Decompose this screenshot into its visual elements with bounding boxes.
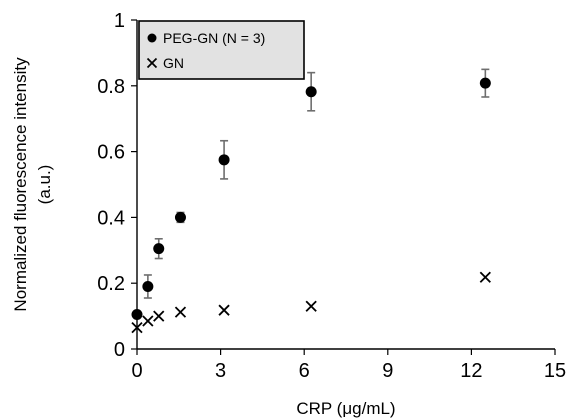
legend-entry-gn: GN <box>163 55 184 71</box>
peg-gn-data-point <box>142 280 154 292</box>
y-tick-label: 1 <box>114 10 125 32</box>
y-axis-title-line-1: Normalized fluorescence intensity <box>11 57 30 312</box>
y-axis-title-line-2: (a.u.) <box>35 165 54 205</box>
x-tick-label: 15 <box>544 360 566 382</box>
x-tick-label: 0 <box>131 360 142 382</box>
cross-stroke <box>131 321 143 334</box>
cross-stroke <box>479 271 491 283</box>
legend-box <box>138 20 305 80</box>
gn-data-point <box>479 271 491 283</box>
y-tick-label: 0.4 <box>97 207 125 229</box>
cross-stroke <box>174 306 187 318</box>
gn-data-point <box>174 306 187 318</box>
legend: PEG-GN (N = 3) GN <box>138 20 305 80</box>
gn-data-point <box>131 321 143 334</box>
axes <box>136 20 555 350</box>
peg-gn-data-point <box>218 154 230 166</box>
y-tick-label: 0.6 <box>97 142 125 164</box>
x-axis-title: CRP (μg/mL) <box>296 399 395 418</box>
gn-data-point <box>218 304 230 316</box>
peg-gn-data-point <box>479 77 491 89</box>
ticks: 0 3 6 9 12 15 0 0.2 0.4 0.6 0.8 1 <box>97 10 566 382</box>
cross-stroke <box>146 57 158 69</box>
legend-entry-peg-gn: PEG-GN (N = 3) <box>163 30 265 46</box>
gn-data-point <box>153 310 165 322</box>
peg-gn-data-point <box>305 86 317 98</box>
gn-data-point <box>305 300 317 312</box>
y-tick-label: 0.8 <box>97 76 125 98</box>
y-tick-label: 0.2 <box>97 273 125 295</box>
cross-stroke <box>218 304 230 316</box>
peg-gn-data-point <box>131 308 143 320</box>
x-tick-label: 6 <box>299 360 310 382</box>
cross-stroke <box>142 315 154 327</box>
data-points <box>131 77 491 334</box>
cross-stroke <box>305 300 317 312</box>
y-axis-title: Normalized fluorescence intensity (a.u.) <box>11 57 54 312</box>
error-bars <box>143 68 490 299</box>
cross-stroke <box>153 310 165 322</box>
legend-circle-marker-icon <box>147 33 157 43</box>
x-tick-label: 9 <box>382 360 393 382</box>
y-tick-label: 0 <box>114 339 125 361</box>
x-tick-label: 12 <box>460 360 482 382</box>
gn-data-point <box>142 315 154 327</box>
legend-cross-marker-icon <box>146 57 158 69</box>
peg-gn-data-point <box>174 211 186 223</box>
x-tick-label: 3 <box>215 360 226 382</box>
peg-gn-data-point <box>153 243 165 255</box>
